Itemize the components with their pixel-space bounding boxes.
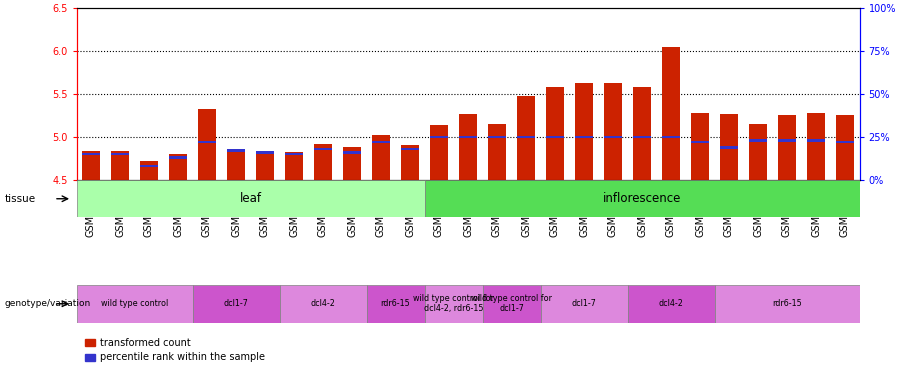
Bar xyxy=(778,139,796,142)
Text: dcl4-2: dcl4-2 xyxy=(659,299,683,308)
Bar xyxy=(720,146,738,148)
Text: wild type control for
dcl4-2, rdr6-15: wild type control for dcl4-2, rdr6-15 xyxy=(413,294,494,314)
Text: wild type control: wild type control xyxy=(101,299,168,308)
Bar xyxy=(662,136,680,138)
Bar xyxy=(169,154,186,180)
Bar xyxy=(575,136,593,138)
Bar xyxy=(604,136,622,138)
Bar xyxy=(489,136,506,138)
Bar xyxy=(256,151,274,154)
Bar xyxy=(76,180,425,218)
Bar xyxy=(634,136,651,138)
Legend: transformed count, percentile rank within the sample: transformed count, percentile rank withi… xyxy=(81,334,269,366)
Bar xyxy=(169,156,186,159)
Bar xyxy=(627,285,715,322)
Bar xyxy=(280,285,366,322)
Text: rdr6-15: rdr6-15 xyxy=(772,299,802,308)
Bar xyxy=(314,144,332,180)
Bar xyxy=(425,285,482,322)
Bar xyxy=(778,116,796,180)
Text: wild type control for
dcl1-7: wild type control for dcl1-7 xyxy=(471,294,552,314)
Bar xyxy=(373,141,390,143)
Text: leaf: leaf xyxy=(239,192,262,205)
Bar xyxy=(343,147,361,180)
Bar xyxy=(459,136,477,138)
Bar xyxy=(715,285,860,322)
Bar xyxy=(546,87,563,180)
Bar xyxy=(76,285,193,322)
Bar xyxy=(285,152,302,180)
Bar xyxy=(198,141,216,143)
Text: dcl1-7: dcl1-7 xyxy=(223,299,248,308)
Text: inflorescence: inflorescence xyxy=(603,192,681,205)
Bar xyxy=(750,124,767,180)
Bar xyxy=(401,148,419,150)
Text: rdr6-15: rdr6-15 xyxy=(381,299,410,308)
Bar xyxy=(807,139,824,142)
Bar xyxy=(541,285,627,322)
Text: genotype/variation: genotype/variation xyxy=(4,299,91,308)
Bar xyxy=(662,47,680,180)
Bar xyxy=(691,113,708,180)
Bar xyxy=(634,87,651,180)
Bar xyxy=(140,161,158,180)
Bar xyxy=(82,151,100,180)
Text: tissue: tissue xyxy=(4,194,36,204)
Bar xyxy=(373,135,390,180)
Bar xyxy=(575,83,593,180)
Bar xyxy=(256,152,274,180)
Bar xyxy=(459,114,477,180)
Bar xyxy=(836,116,854,180)
Text: dcl1-7: dcl1-7 xyxy=(572,299,597,308)
Bar xyxy=(546,136,563,138)
Text: dcl4-2: dcl4-2 xyxy=(310,299,336,308)
Bar xyxy=(198,109,216,180)
Bar xyxy=(112,151,129,180)
Bar xyxy=(691,141,708,143)
Bar xyxy=(518,96,535,180)
Bar xyxy=(285,153,302,155)
Bar xyxy=(836,141,854,143)
Bar xyxy=(482,285,541,322)
Bar xyxy=(343,151,361,154)
Bar xyxy=(604,83,622,180)
Bar xyxy=(401,146,419,180)
Bar xyxy=(430,136,447,138)
Bar xyxy=(489,124,506,180)
Bar xyxy=(314,148,332,150)
Bar xyxy=(720,114,738,180)
Bar xyxy=(140,165,158,168)
Bar xyxy=(430,125,447,180)
Bar xyxy=(193,285,280,322)
Bar xyxy=(228,149,245,152)
Bar xyxy=(750,139,767,142)
Bar xyxy=(82,153,100,155)
Bar xyxy=(425,180,860,218)
Bar xyxy=(228,151,245,180)
Bar xyxy=(518,136,535,138)
Bar xyxy=(366,285,425,322)
Bar xyxy=(807,113,824,180)
Bar xyxy=(112,153,129,155)
